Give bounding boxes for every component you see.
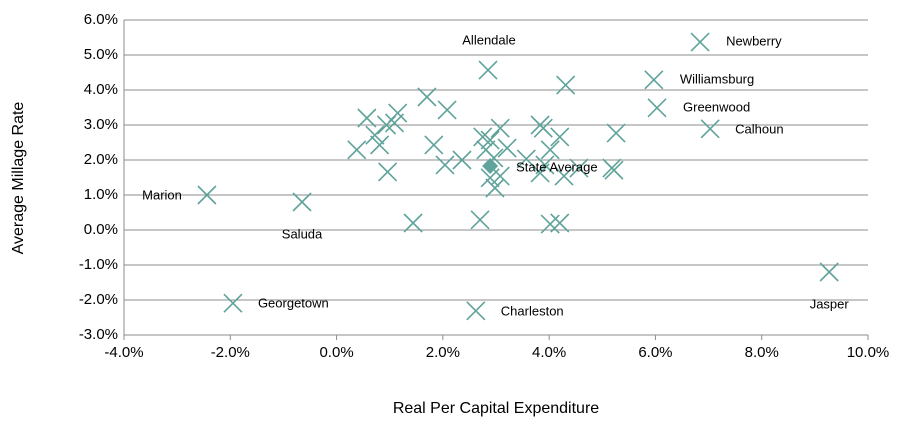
point (819, 262, 839, 282)
point (437, 100, 457, 120)
y-tick-label: -1.0% (79, 256, 118, 273)
point (365, 125, 385, 145)
y-tick-label: 2.0% (84, 151, 118, 168)
point (435, 155, 455, 175)
point (644, 70, 664, 90)
x-axis-title: Real Per Capital Expenditure (393, 400, 599, 417)
x-tick-label: -4.0% (104, 344, 143, 361)
point (533, 118, 553, 138)
point-label: Saluda (282, 226, 323, 241)
y-tick-label: -2.0% (79, 291, 118, 308)
point (470, 210, 490, 230)
point (490, 118, 510, 138)
point (473, 127, 493, 147)
point (417, 87, 437, 107)
point-label: State Average (516, 159, 597, 174)
x-tick-label: 6.0% (638, 344, 672, 361)
point-label: Allendale (462, 32, 516, 47)
point (424, 135, 444, 155)
y-tick-label: 6.0% (84, 11, 118, 28)
point (482, 157, 499, 174)
point (478, 60, 498, 80)
point (569, 158, 589, 178)
x-tick-label: 10.0% (847, 344, 890, 361)
point (480, 130, 500, 150)
point (604, 160, 624, 180)
point-label: Georgetown (258, 296, 329, 311)
point-label: Newberry (726, 33, 782, 48)
x-tick-label: 8.0% (745, 344, 779, 361)
point (357, 108, 377, 128)
point (550, 213, 570, 233)
x-tick-label: 0.0% (319, 344, 353, 361)
point-label: Jasper (810, 296, 850, 311)
point (550, 127, 570, 147)
x-tick-label: 2.0% (426, 344, 460, 361)
point (606, 123, 626, 143)
point-label: Williamsburg (680, 71, 754, 86)
point (485, 178, 505, 198)
point (647, 98, 667, 118)
y-tick-label: 5.0% (84, 46, 118, 63)
point (556, 75, 576, 95)
y-tick-label: 4.0% (84, 81, 118, 98)
point (452, 150, 472, 170)
point (535, 155, 555, 175)
point (466, 301, 486, 321)
point (403, 213, 423, 233)
x-tick-label: 4.0% (532, 344, 566, 361)
y-tick-label: 1.0% (84, 186, 118, 203)
x-tick-label: -2.0% (211, 344, 250, 361)
y-tick-label: 0.0% (84, 221, 118, 238)
y-tick-label: 3.0% (84, 116, 118, 133)
point-label: Marion (142, 187, 182, 202)
y-tick-label: -3.0% (79, 326, 118, 343)
point (378, 162, 398, 182)
point (197, 185, 217, 205)
point (497, 138, 517, 158)
point (554, 166, 574, 186)
point (540, 214, 560, 234)
point (292, 192, 312, 212)
y-axis-title: Average Millage Rate (10, 102, 27, 255)
point (700, 119, 720, 139)
point (540, 140, 560, 160)
point (690, 32, 710, 52)
point (347, 140, 367, 160)
point-label: Greenwood (683, 99, 750, 114)
point (388, 103, 408, 123)
point-label: Calhoun (735, 121, 783, 136)
point (223, 293, 243, 313)
point (490, 166, 510, 186)
point (370, 135, 390, 155)
point-label: Charleston (501, 303, 564, 318)
